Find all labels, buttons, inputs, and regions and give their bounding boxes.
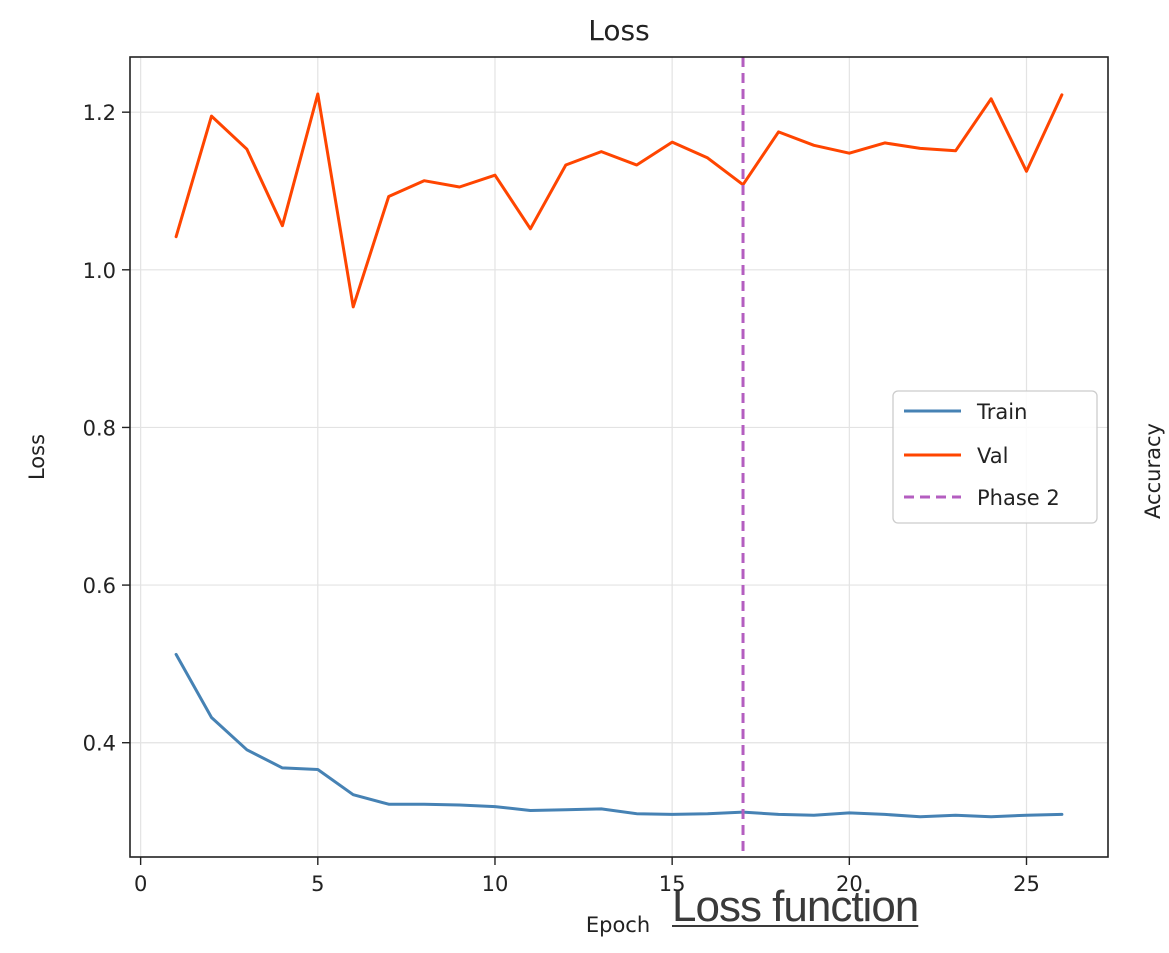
series-lines: [174, 92, 1064, 819]
accuracy-axis-label: Accuracy: [1141, 423, 1165, 519]
legend-box: [892, 390, 1098, 524]
y-tick-label: 1.0: [83, 259, 116, 283]
y-tick-label: 0.6: [83, 574, 116, 598]
x-axis-label: Epoch: [586, 913, 650, 937]
chart-title: Loss: [588, 14, 649, 47]
series-line-train: [174, 652, 1064, 819]
y-tick-label: 0.4: [83, 732, 116, 756]
x-tick-label: 20: [836, 872, 863, 896]
y-axis-ticks: 0.4 0.6 0.8 1.0 1.2: [83, 101, 130, 756]
legend: Train Val Phase 2: [892, 390, 1098, 524]
series-line-val: [174, 92, 1064, 309]
x-tick-label: 0: [134, 872, 147, 896]
x-tick-label: 5: [311, 872, 324, 896]
y-tick-label: 1.2: [83, 101, 116, 125]
plot-frame: [129, 56, 1109, 858]
x-tick-label: 10: [482, 872, 509, 896]
y-tick-label: 0.8: [83, 416, 116, 440]
x-axis-ticks: 0 5 10 15 20 25: [134, 857, 1040, 896]
x-tick-label: 15: [659, 872, 686, 896]
x-tick-label: 25: [1013, 872, 1040, 896]
legend-train-label: Train: [976, 400, 1027, 424]
y-axis-label: Loss: [25, 434, 49, 480]
legend-val-label: Val: [977, 444, 1008, 468]
legend-phase-2-label: Phase 2: [977, 486, 1060, 510]
loss-function-link[interactable]: Loss function: [672, 882, 919, 931]
